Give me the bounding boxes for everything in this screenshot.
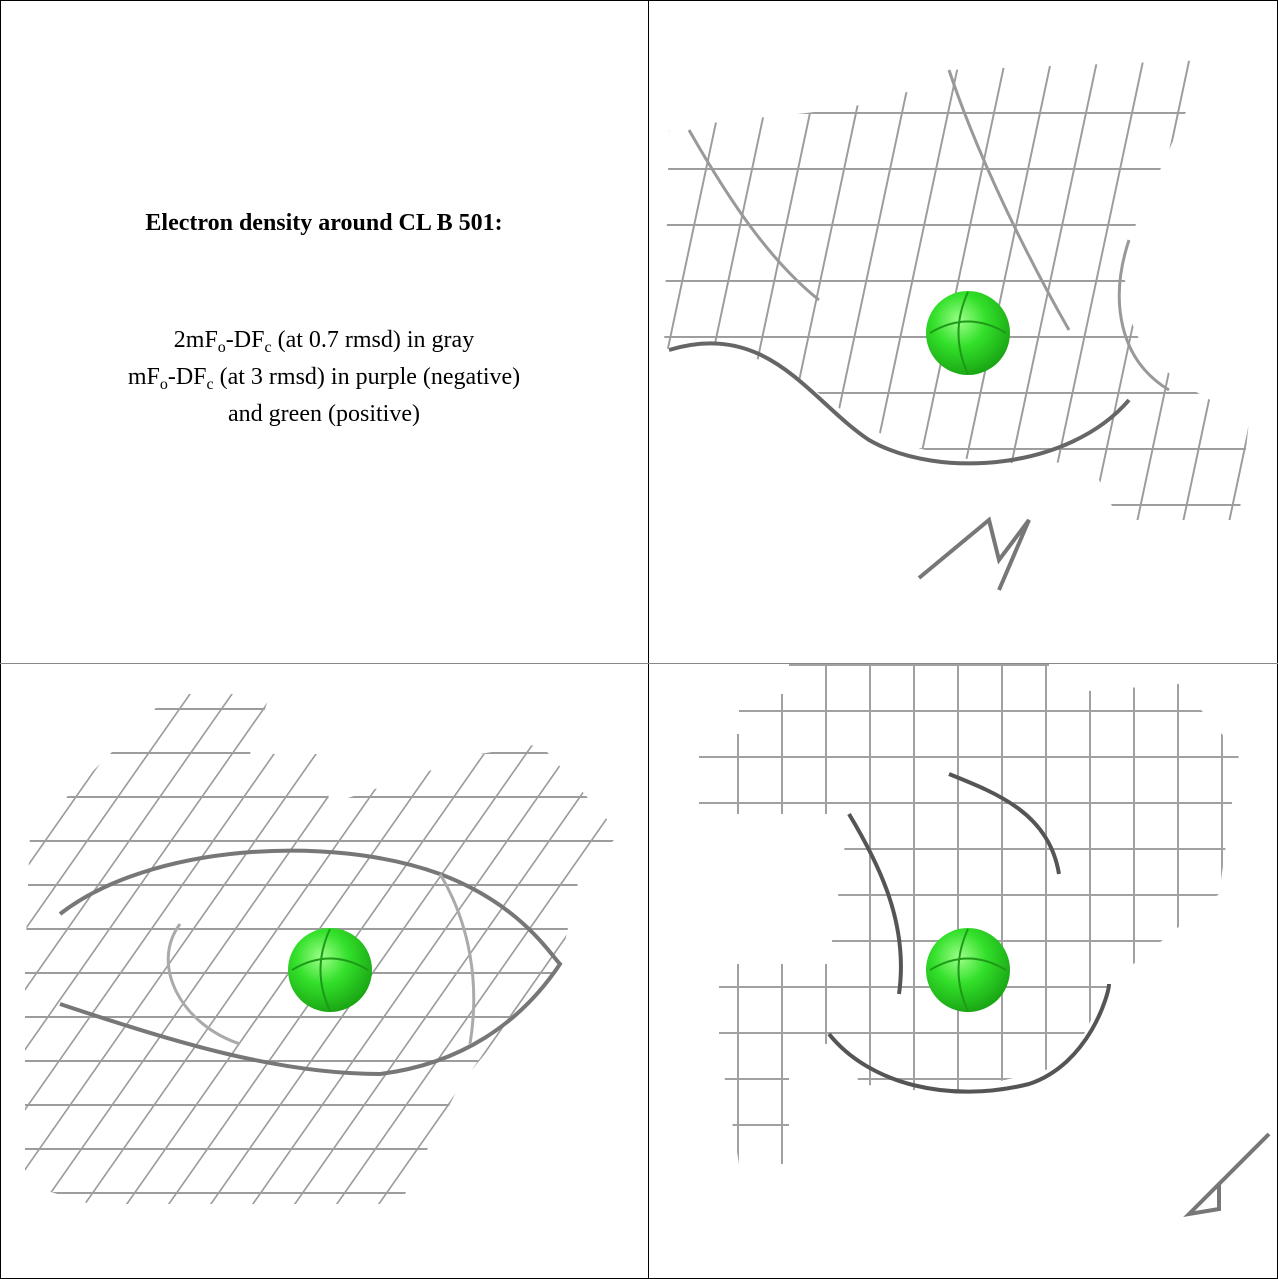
mesh-edge [668,341,1131,466]
density-view-1 [664,60,1249,591]
density-view-2 [25,694,620,1204]
mesh-edge [166,873,476,1046]
caption-body: 2mFo-DFc (at 0.7 rmsd) in gray mFo-DFc (a… [0,322,648,433]
subscript: c [206,376,214,393]
chloride-ion [926,291,1010,375]
subscript: o [159,376,168,393]
mesh-edge [687,69,1170,392]
caption-cell: Electron density around CL B 501: 2mFo-D… [0,0,648,663]
density-view-3 [699,664,1271,1217]
caption-line: 2mFo-DFc (at 0.7 rmsd) in gray [0,322,648,359]
caption-title: Electron density around CL B 501: [145,210,503,236]
caption-text: mF [127,364,160,390]
mesh-edge [291,928,369,1012]
subscript: c [264,339,272,356]
caption-line: and green (positive) [0,396,648,433]
mesh-edge [827,772,1111,1094]
cell-divider [0,663,1278,664]
caption-line: mFo-DFc (at 3 rmsd) in purple (negative) [0,359,648,396]
mesh [699,664,1239,1164]
mesh-edge [929,928,1007,1012]
mesh-fragment [917,516,1031,591]
cell-divider [648,0,649,1279]
chloride-ion [926,928,1010,1012]
mesh-fragment [1183,1132,1271,1217]
caption-text: 2mF [173,327,218,353]
caption-text: -DF [225,327,265,353]
mesh [664,60,1249,520]
mesh-edge [58,848,563,1077]
subscript: o [217,339,226,356]
mesh-edge [929,291,1007,375]
caption-text: (at 0.7 rmsd) in gray [271,327,475,353]
caption-text: -DF [167,364,207,390]
caption-text: and green (positive) [228,401,420,427]
chloride-ion [288,928,372,1012]
caption-text: (at 3 rmsd) in purple (negative) [213,364,521,390]
